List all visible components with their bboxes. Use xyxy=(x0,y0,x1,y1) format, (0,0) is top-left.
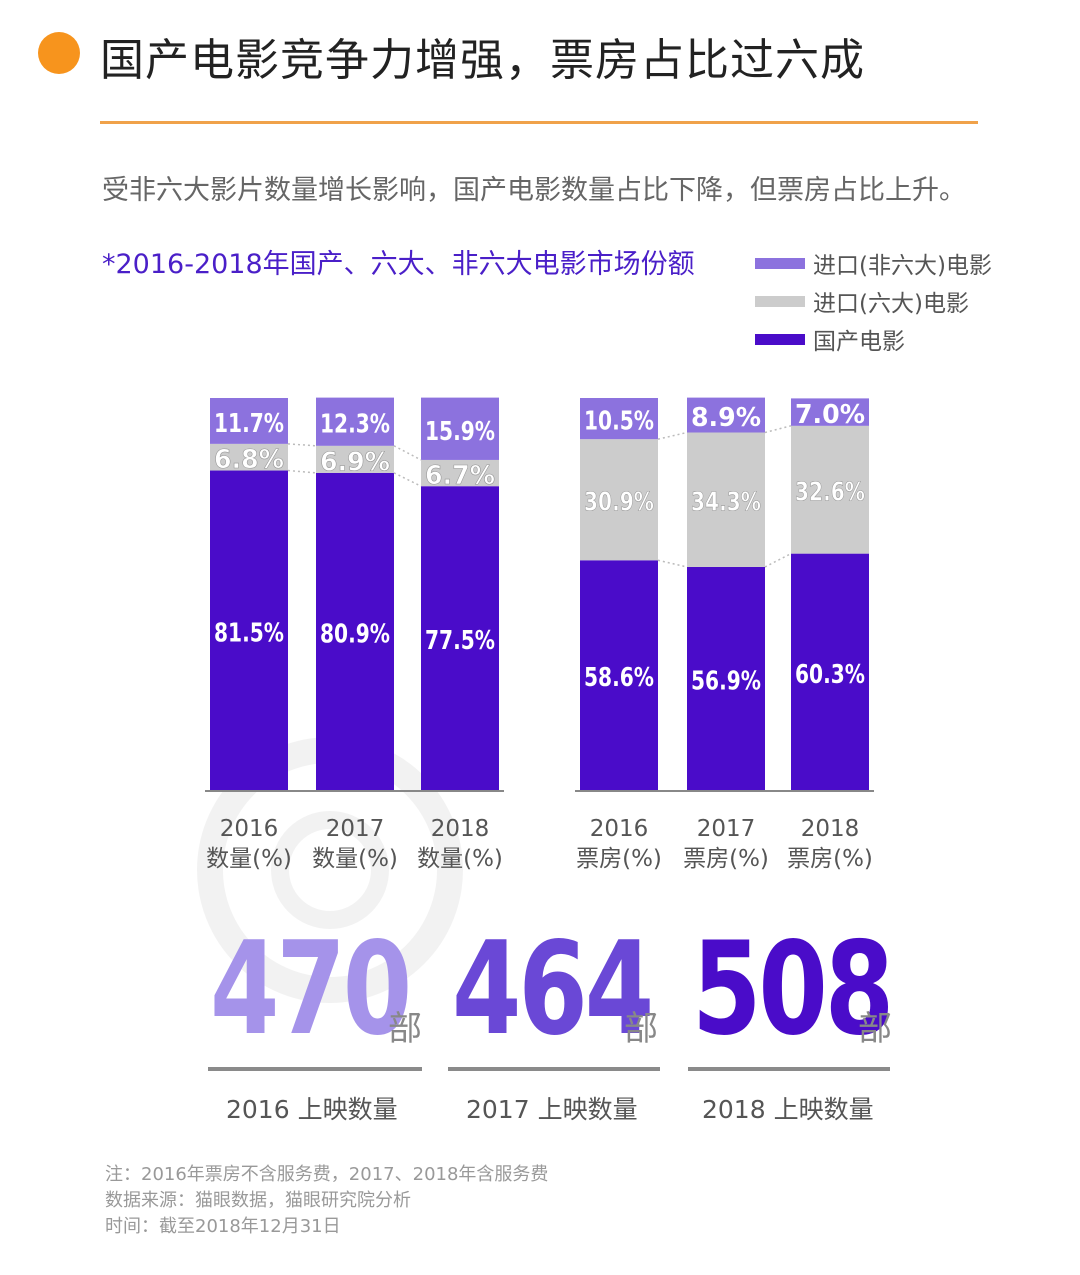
legend-swatch xyxy=(755,257,805,269)
data-label: 15.9% xyxy=(425,417,495,447)
connector-line xyxy=(657,559,688,568)
stat-divider xyxy=(208,1067,422,1071)
stat-number: 470 xyxy=(210,915,412,1064)
x-tick-label: 2018 xyxy=(431,816,490,842)
x-tick-label: 票房(%) xyxy=(787,846,873,872)
data-label: 6.9% xyxy=(320,447,390,477)
chart-legend: 进口(非六大)电影 进口(六大)电影 国产电影 xyxy=(755,244,992,358)
legend-label: 进口(六大)电影 xyxy=(813,291,969,317)
data-label: 10.5% xyxy=(584,407,654,437)
footnote-note: 注：2016年票房不含服务费，2017、2018年含服务费 xyxy=(105,1164,549,1185)
data-label: 81.5% xyxy=(214,618,284,648)
data-label: 80.9% xyxy=(320,619,390,649)
data-label: 8.9% xyxy=(691,403,761,433)
data-label: 60.3% xyxy=(795,660,865,690)
stat-unit: 部 xyxy=(858,1009,892,1049)
chart-heading: *2016-2018年国产、六大、非六大电影市场份额 xyxy=(102,249,695,280)
stat-caption: 2018 上映数量 xyxy=(702,1095,874,1124)
data-label: 6.8% xyxy=(214,445,284,475)
stat-number: 508 xyxy=(692,915,894,1064)
data-label: 58.6% xyxy=(584,663,654,693)
data-label: 77.5% xyxy=(425,626,495,656)
connector-line xyxy=(287,443,317,447)
data-label: 32.6% xyxy=(795,478,865,508)
data-label: 7.0% xyxy=(795,400,865,430)
legend-item-non-big-six: 进口(非六大)电影 xyxy=(755,244,992,282)
data-label: 12.3% xyxy=(320,410,390,440)
connector-line xyxy=(393,445,422,461)
bar-segment xyxy=(580,560,658,790)
x-tick-label: 2016 xyxy=(220,816,279,842)
bar-segment xyxy=(316,445,394,473)
x-tick-label: 数量(%) xyxy=(312,846,398,872)
bar-segment xyxy=(580,439,658,561)
stat-caption: 2016 上映数量 xyxy=(226,1095,398,1124)
bar-segment xyxy=(421,397,499,460)
stat-divider xyxy=(448,1067,660,1071)
x-tick-label: 数量(%) xyxy=(417,846,503,872)
legend-swatch xyxy=(755,295,805,307)
x-tick-label: 2017 xyxy=(697,816,756,842)
bar-segment xyxy=(421,486,499,790)
data-label: 6.7% xyxy=(425,461,495,491)
bar-segment xyxy=(687,432,765,567)
bar-segment xyxy=(421,459,499,487)
stat-unit: 部 xyxy=(624,1009,658,1049)
page-subtitle: 受非六大影片数量增长影响，国产电影数量占比下降，但票房占比上升。 xyxy=(102,175,966,206)
bar-segment xyxy=(791,553,869,790)
page-title: 国产电影竞争力增强，票房占比过六成 xyxy=(100,35,865,86)
x-tick-label: 2018 xyxy=(801,816,860,842)
bar-segment xyxy=(791,398,869,426)
legend-swatch xyxy=(755,333,805,345)
title-divider xyxy=(100,121,978,124)
connector-line xyxy=(657,431,688,440)
bar-segment xyxy=(316,472,394,790)
footnotes: 注：2016年票房不含服务费，2017、2018年含服务费 数据来源：猫眼数据，… xyxy=(105,1162,548,1240)
legend-item-big-six: 进口(六大)电影 xyxy=(755,282,992,320)
data-label: 11.7% xyxy=(214,409,284,439)
stat-number: 464 xyxy=(452,915,654,1064)
bar-segment xyxy=(316,397,394,446)
legend-label: 进口(非六大)电影 xyxy=(813,253,992,279)
bar-segment xyxy=(791,425,869,554)
bar-segment xyxy=(687,397,765,433)
legend-label: 国产电影 xyxy=(813,329,905,355)
legend-item-domestic: 国产电影 xyxy=(755,320,992,358)
stat-unit: 部 xyxy=(388,1009,422,1049)
footnote-date: 时间：截至2018年12月31日 xyxy=(105,1216,341,1237)
connector-line xyxy=(764,425,792,434)
bar-segment xyxy=(210,443,288,471)
bar-segment xyxy=(210,470,288,790)
stacked-bar-chart: 81.5% 6.8% 11.7% 2016 数量(%) 80.9% 6.9% 12.3% 201… xyxy=(205,397,874,872)
x-tick-label: 2016 xyxy=(590,816,649,842)
connector-line xyxy=(287,469,317,474)
data-label: 56.9% xyxy=(691,666,761,696)
bar-segment xyxy=(580,398,658,440)
x-tick-label: 2017 xyxy=(326,816,385,842)
bar-segment xyxy=(687,566,765,790)
x-tick-label: 票房(%) xyxy=(683,846,769,872)
data-label: 30.9% xyxy=(584,488,654,518)
stat-caption: 2017 上映数量 xyxy=(466,1095,638,1124)
x-tick-label: 票房(%) xyxy=(576,846,662,872)
footnote-source: 数据来源：猫眼数据，猫眼研究院分析 xyxy=(105,1190,411,1211)
stat-divider xyxy=(688,1067,890,1071)
title-bullet-icon xyxy=(38,32,80,74)
x-tick-label: 数量(%) xyxy=(206,846,292,872)
data-label: 34.3% xyxy=(691,488,761,518)
bar-segment xyxy=(210,398,288,444)
connector-line xyxy=(393,472,422,487)
connector-line xyxy=(764,552,792,568)
